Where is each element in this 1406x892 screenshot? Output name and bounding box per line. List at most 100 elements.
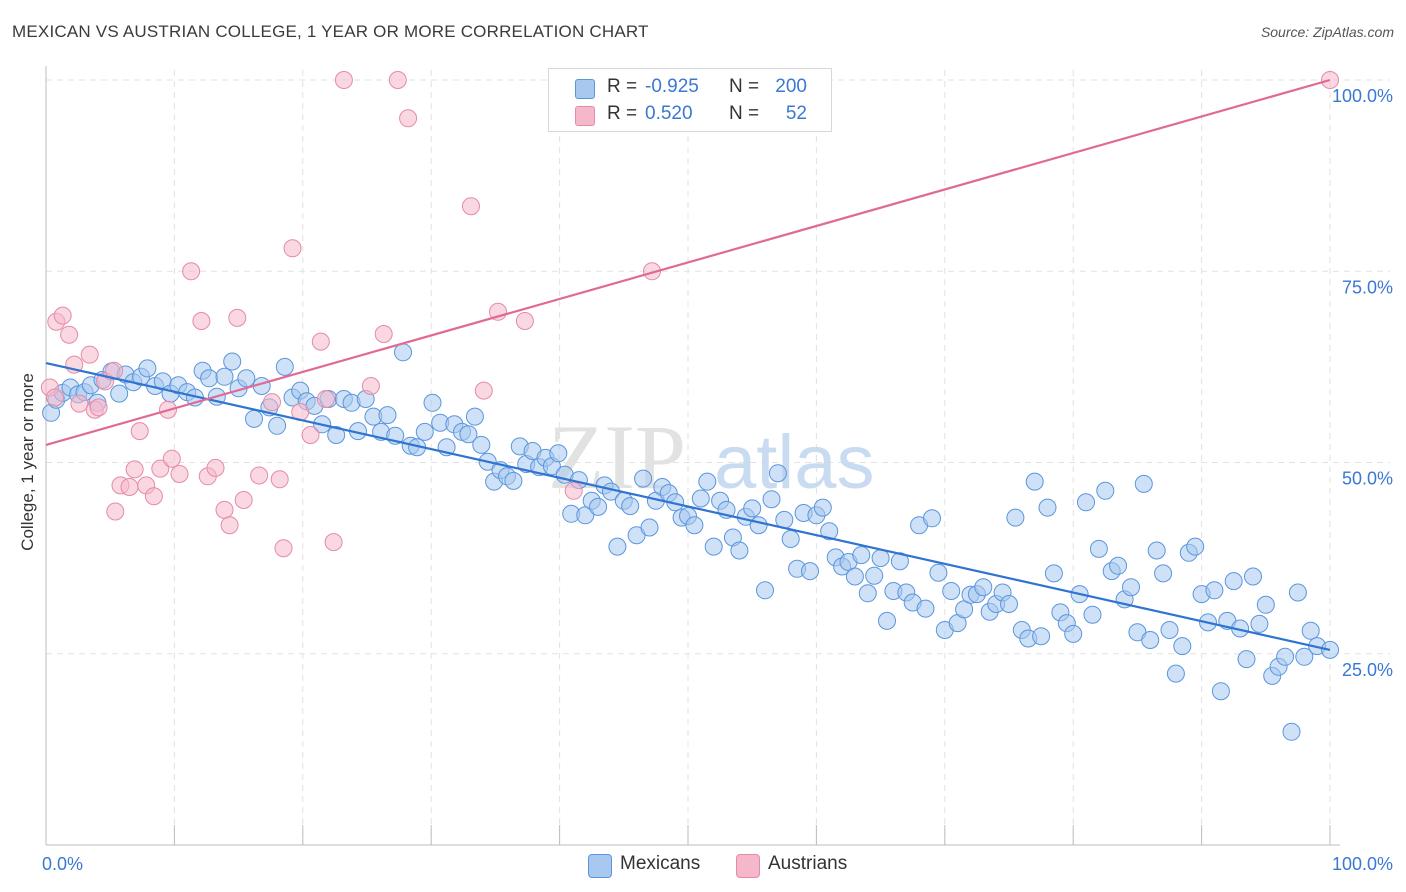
mexicans-point xyxy=(621,497,640,516)
mexicans-point xyxy=(858,584,877,603)
mexicans-point xyxy=(890,552,909,571)
mexicans-point xyxy=(1122,578,1140,597)
mexicans-point xyxy=(634,469,653,488)
axes xyxy=(45,66,1340,846)
austrians-point xyxy=(80,345,99,364)
mexicans-point xyxy=(608,537,627,556)
mexicans-point xyxy=(110,384,129,403)
mexicans-point xyxy=(459,425,478,444)
mexicans-point xyxy=(245,409,263,428)
austrians-point xyxy=(46,388,64,407)
austrians-point xyxy=(564,481,583,500)
austrians-point xyxy=(324,533,343,552)
y-tick-label: 100.0% xyxy=(1332,86,1393,106)
mexicans-point xyxy=(691,489,710,508)
mexicans-point xyxy=(730,541,749,560)
austrians-point xyxy=(316,390,335,408)
mexicans-point xyxy=(215,367,234,386)
austrians-point xyxy=(151,459,170,478)
austrians-point xyxy=(361,377,380,395)
mexicans-point xyxy=(327,426,346,444)
correlation-legend: R = -0.925 N = 200 R = 0.520 N = 52 xyxy=(548,68,832,132)
mexicans-point xyxy=(275,357,294,376)
y-tick-label: 25.0% xyxy=(1342,660,1393,680)
legend-row-mexicans: R = -0.925 N = 200 xyxy=(549,73,831,101)
mexicans-point xyxy=(845,567,864,586)
mexicans-point xyxy=(1083,605,1102,624)
x-tick-label: 100.0% xyxy=(1332,854,1393,874)
legend-n-label: N = xyxy=(729,103,760,124)
mexicans-point xyxy=(1000,595,1018,613)
austrians-point xyxy=(334,71,353,89)
mexicans-point xyxy=(762,490,781,509)
austrians-point xyxy=(228,308,247,327)
y-axis-label: College, 1 year or more xyxy=(18,373,37,551)
source-credit: Source: ZipAtlas.com xyxy=(1260,24,1394,40)
legend-swatch-mexicans xyxy=(588,854,612,878)
mexicans-point xyxy=(223,352,242,371)
austrians-point xyxy=(192,312,211,330)
mexicans-point xyxy=(504,471,523,490)
legend-n-label: N = xyxy=(729,76,760,97)
mexicans-point xyxy=(1154,564,1173,583)
mexicans-point xyxy=(1186,537,1205,556)
austrians-point xyxy=(162,449,181,468)
mexicans-point xyxy=(743,499,762,518)
mexicans-point xyxy=(378,406,397,425)
mexicans-point xyxy=(698,472,717,491)
mexicans-point xyxy=(465,407,484,426)
legend-swatch-mexicans xyxy=(575,79,595,99)
mexicans-point xyxy=(268,416,287,435)
austrians-point xyxy=(374,325,393,343)
y-tick-label: 50.0% xyxy=(1342,469,1393,489)
mexicans-point xyxy=(820,522,839,541)
austrians-point xyxy=(53,306,72,325)
mexicans-point xyxy=(237,369,256,388)
mexicans-point xyxy=(1025,472,1044,491)
austrians-point xyxy=(301,426,320,444)
mexicans-point xyxy=(1141,631,1160,649)
mexicans-point xyxy=(1282,722,1301,741)
austrians-point xyxy=(130,422,149,441)
austrians-point xyxy=(250,466,269,485)
austrians-point xyxy=(283,239,302,258)
mexicans-point xyxy=(1256,595,1275,614)
mexicans-point xyxy=(768,464,787,483)
austrians-point xyxy=(144,487,163,506)
mexicans-point xyxy=(1211,682,1230,701)
chart-title: MEXICAN VS AUSTRIAN COLLEGE, 1 YEAR OR M… xyxy=(12,22,649,41)
trend-lines xyxy=(45,78,1331,651)
mexicans-point xyxy=(685,516,704,535)
austrians-point xyxy=(274,539,293,558)
mexicans-trend-line xyxy=(45,361,1331,651)
mexicans-point xyxy=(1276,647,1295,666)
mexicans-point xyxy=(1064,624,1083,643)
mexicans-point xyxy=(640,518,659,537)
austrians-point xyxy=(234,491,253,509)
legend-n-value: 52 xyxy=(785,103,807,124)
mexicans-point xyxy=(756,581,774,600)
mexicans-point xyxy=(749,516,768,535)
mexicans-point xyxy=(1173,637,1192,656)
legend-r-value: -0.925 xyxy=(645,76,699,97)
mexicans-point xyxy=(813,498,832,517)
austrians-point xyxy=(474,381,493,400)
mexicans-point xyxy=(878,611,896,630)
austrians-point xyxy=(70,394,89,413)
austrians-point xyxy=(270,470,289,489)
legend-label-austrians: Austrians xyxy=(768,853,848,874)
mexicans-point xyxy=(1038,498,1057,517)
austrians-point xyxy=(170,465,189,483)
mexicans-point xyxy=(549,444,568,463)
austrians-point xyxy=(89,398,108,417)
legend-swatch-austrians xyxy=(736,854,760,878)
mexicans-point xyxy=(589,497,608,516)
austrians-point xyxy=(106,502,125,521)
mexicans-point xyxy=(1006,508,1025,527)
mexicans-point xyxy=(923,509,941,528)
mexicans-point xyxy=(1301,621,1320,640)
mexicans-point xyxy=(1224,572,1243,591)
mexicans-point xyxy=(1134,474,1153,493)
series-legend: Mexicans Austrians xyxy=(0,852,1406,878)
